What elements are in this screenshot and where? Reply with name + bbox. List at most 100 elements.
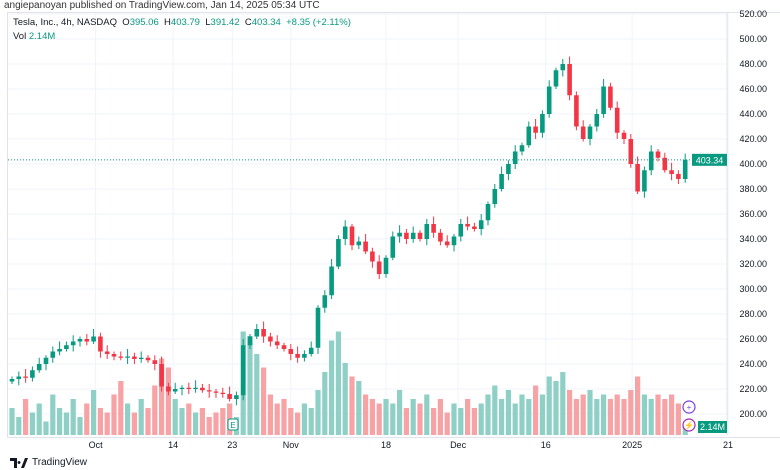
tradingview-logo-icon — [10, 457, 28, 468]
candle-body — [417, 232, 423, 239]
volume-bar — [403, 408, 409, 435]
volume-bar — [573, 399, 579, 435]
volume-bar — [77, 417, 83, 435]
candle-body — [268, 336, 273, 342]
candle-body — [179, 387, 185, 389]
volume-bar — [220, 408, 226, 435]
volume-bar — [641, 394, 647, 435]
volume-bar — [159, 358, 165, 435]
volume-bar — [560, 372, 566, 435]
candle-body — [125, 356, 130, 358]
volume-bar — [567, 390, 573, 435]
candle-body — [383, 257, 389, 274]
candle-body — [98, 336, 103, 352]
volume-bar — [9, 408, 15, 435]
candle-body — [363, 241, 368, 252]
candle-body — [9, 379, 15, 382]
tradingview-logo[interactable]: TradingView — [10, 457, 87, 468]
volume-bar — [315, 390, 321, 435]
candle-body — [322, 295, 328, 308]
candle-body — [376, 261, 382, 274]
y-tick-label: 240.00 — [739, 359, 767, 369]
candle-body — [655, 151, 661, 158]
volume-bar — [295, 412, 301, 435]
candle-body — [478, 220, 484, 229]
volume-bar — [539, 394, 545, 435]
y-tick-label: 220.00 — [739, 384, 767, 394]
volume-bar — [172, 399, 178, 435]
legend-high-label: H — [164, 17, 171, 28]
candle-body — [213, 391, 219, 393]
candle-body — [560, 64, 566, 71]
candle-body — [342, 226, 348, 239]
legend-vol-label: Vol — [13, 31, 27, 42]
volume-bar — [458, 408, 464, 435]
volume-bar — [437, 399, 443, 435]
x-tick-label: Nov — [283, 440, 300, 450]
legend-low-label: L — [205, 17, 211, 28]
y-tick-label: 300.00 — [739, 284, 767, 294]
candle-body — [506, 164, 511, 174]
volume-bar — [254, 354, 260, 435]
volume-bar — [410, 399, 416, 435]
candle-body — [431, 224, 436, 233]
y-tick-label: 400.00 — [739, 159, 767, 169]
volume-bar — [206, 417, 212, 435]
candle-body — [349, 226, 355, 246]
volume-bar — [356, 381, 362, 435]
candle-body — [648, 151, 654, 171]
volume-bar — [91, 390, 97, 435]
y-tick-label: 380.00 — [739, 184, 767, 194]
chart-frame[interactable] — [7, 12, 780, 438]
volume-bar — [23, 399, 29, 435]
volume-bar — [104, 412, 110, 435]
volume-bar — [213, 412, 219, 435]
candle-body — [186, 387, 192, 389]
volume-bar — [165, 367, 171, 435]
candle-body — [621, 132, 627, 139]
candle-body — [23, 376, 28, 378]
lightning-icon-glyph: ⚡ — [684, 420, 694, 430]
volume-bar — [111, 394, 117, 435]
volume-bar — [621, 399, 627, 435]
candle-body — [499, 174, 504, 189]
volume-bar — [29, 412, 35, 435]
volume-bar — [553, 381, 559, 435]
volume-bar — [444, 412, 450, 435]
candle-body — [567, 64, 572, 96]
candle-body — [519, 145, 525, 152]
candle-body — [635, 164, 640, 192]
volume-bar — [451, 403, 457, 435]
volume-bar — [397, 390, 403, 435]
volume-bar — [247, 336, 253, 435]
candle-body — [145, 357, 151, 361]
candle-body — [254, 329, 260, 337]
volume-bar — [43, 421, 49, 435]
candle-body — [302, 354, 307, 358]
candle-body — [662, 157, 668, 171]
candle-body — [390, 236, 396, 258]
legend-high: 403.79 — [170, 17, 200, 28]
x-tick-label: Dec — [450, 440, 467, 450]
y-tick-label: 360.00 — [739, 209, 767, 219]
volume-bar — [152, 385, 158, 435]
volume-bar — [533, 385, 539, 435]
lightning-icon[interactable] — [682, 418, 696, 432]
volume-bar — [376, 403, 382, 435]
candle-body — [438, 232, 443, 242]
candle-body — [220, 392, 226, 394]
volume-bar — [349, 376, 355, 435]
volume-bar — [675, 403, 681, 435]
y-tick-label: 440.00 — [739, 109, 767, 119]
volume-bar — [526, 399, 532, 435]
volume-bar — [288, 408, 294, 435]
last-volume-badge — [698, 421, 727, 433]
candle-body — [540, 114, 545, 133]
candle-body — [261, 329, 266, 337]
volume-bar — [179, 408, 185, 435]
add-event-icon[interactable] — [682, 400, 696, 414]
volume-bar — [138, 399, 144, 435]
candle-body — [200, 387, 205, 391]
volume-bar — [125, 403, 131, 435]
